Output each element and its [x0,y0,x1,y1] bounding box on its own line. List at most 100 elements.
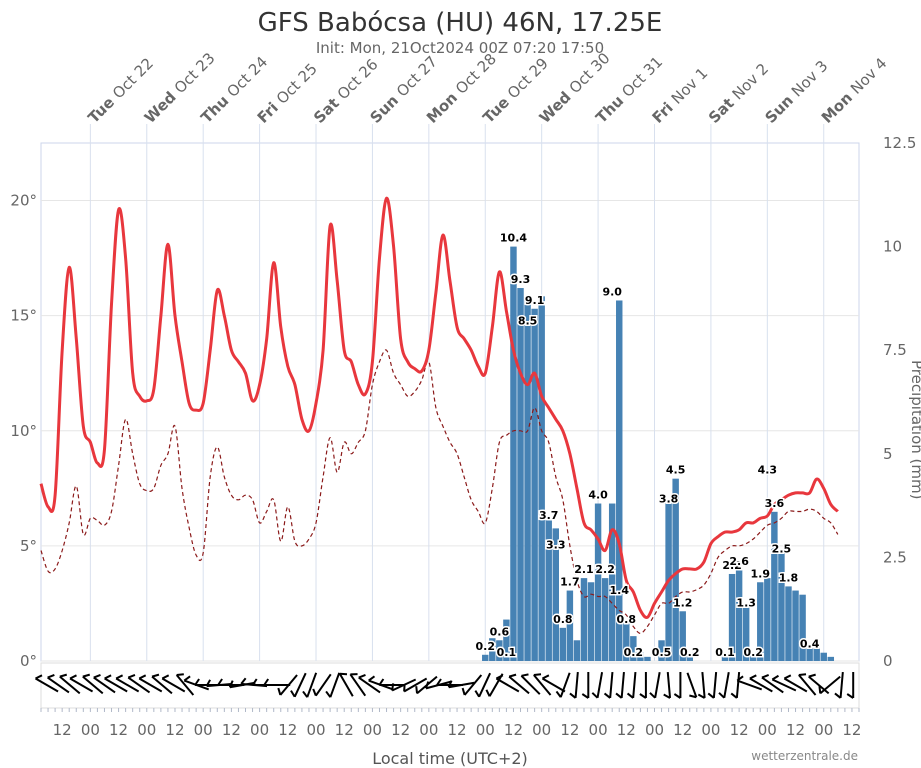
wind-arrow [151,673,173,695]
wind-arrow [82,673,104,695]
wind-arrow-barb [35,674,43,680]
hour-tick-label: 00 [363,721,382,739]
precipitation-axis-label: Precipitation (mm) [908,360,921,499]
hour-tick-label: 00 [814,721,833,739]
wind-arrow-shaft [712,671,718,699]
hour-tick-label: 12 [560,721,579,739]
wind-arrow-barb [533,673,542,677]
hour-tick-label: 00 [306,721,325,739]
hour-tick-label: 12 [786,721,805,739]
wind-arrow [47,673,70,694]
precipitation-tick-label: 12.5 [883,134,916,152]
wind-arrow-shaft [69,677,94,693]
precipitation-bar [587,582,595,661]
wind-arrow-barb [474,690,480,698]
wind-arrow-shaft [533,674,552,696]
wind-arrow [533,673,552,696]
temperature-axis: 0° 5° 10° 15° 20° [10,192,37,670]
wind-arrow-shaft [478,672,492,698]
wind-arrow-barb [217,678,223,686]
wind-arrow-shaft [819,675,841,695]
wind-arrow [290,672,307,698]
wind-arrow-barb [205,679,211,687]
temperature-tick-label: 20° [10,192,37,210]
wind-arrow-barb [771,674,779,681]
hour-tick-label: 12 [730,721,749,739]
wind-arrow [338,672,354,697]
hour-tick-label: 12 [335,721,354,739]
wind-arrow-barb [485,689,491,697]
wind-arrow [555,672,571,698]
wind-arrow-shaft [783,677,808,693]
wind-arrow [626,671,637,699]
precipitation-value-label: 0.1 [715,646,735,659]
wind-arrow-barb [358,673,366,679]
wind-arrow [808,673,830,695]
wind-arrow-barb [151,673,160,678]
hour-tick-label: 12 [617,721,636,739]
hour-tick-label: 12 [448,721,467,739]
wind-arrow-barb [161,674,170,680]
wind-arrow-barb [325,690,332,698]
precipitation-value-label: 3.7 [539,509,559,522]
precipitation-tick-label: 5 [883,445,893,463]
wind-arrow [93,673,116,694]
wind-arrow-shaft [358,676,381,694]
wind-arrow [495,674,520,693]
wind-arrow-shaft [574,671,579,699]
precipitation-bar [820,652,827,661]
wind-arrow-barb [447,680,453,688]
precipitation-bar [608,503,616,661]
hour-tick-label: 12 [53,721,72,739]
wind-arrow-barb [104,674,112,680]
wind-arrow [69,674,94,693]
wind-arrow-shaft [403,677,428,693]
wind-arrow [603,671,614,699]
wind-arrow-barb [403,684,406,692]
wind-arrow [541,674,566,693]
wind-arrow-shaft [798,674,817,696]
wind-arrow-barb [663,693,671,699]
hour-tick-label: 12 [504,721,523,739]
precipitation-bar [778,553,785,661]
precipitation-value-label: 3.3 [546,538,566,551]
precipitation-bar [735,569,743,661]
wind-arrow-barb [183,675,191,682]
precipitation-bar [757,582,764,661]
wind-arrow-shaft [596,672,604,698]
wind-arrow [138,674,163,693]
hour-tick-label: 00 [701,721,720,739]
hour-tick-label: 12 [842,721,861,739]
hour-tick-label: 00 [137,721,156,739]
precipitation-bar [594,503,602,661]
precipitation-value-label: 1.8 [779,571,799,584]
wind-arrow-barb [391,683,395,691]
wind-arrow-barb [783,674,792,680]
precipitation-value-label: 0.5 [652,646,672,659]
wind-arrow-shaft [293,672,307,698]
wind-arrow-barb [603,692,611,699]
hour-tick-label: 12 [673,721,692,739]
wind-arrow-shaft [735,671,741,699]
wind-arrow-barb [718,692,725,699]
precipitation-value-label: 0.6 [490,625,510,638]
wind-arrow [639,672,647,699]
wind-arrow-shaft [508,675,530,695]
wind-arrow [403,677,428,693]
wind-arrow-barb [846,693,854,699]
wind-arrow-shaft [329,672,341,698]
wind-arrow-barb [798,673,807,677]
precipitation-value-label: 0.2 [680,646,700,659]
wind-arrow [569,671,579,699]
precipitation-value-label: 1.4 [609,584,629,597]
precipitation-bar [517,288,524,661]
wind-arrow-barb [312,688,317,697]
wind-arrow [474,672,492,698]
wind-arrow-shaft [723,672,730,698]
wind-arrow-barb [127,673,136,679]
wind-arrow-barb [508,673,517,678]
wind-arrow-barb [263,678,270,686]
precipitation-bar [771,511,778,661]
wind-arrow-barb [59,673,68,678]
wind-arrow [761,673,784,694]
